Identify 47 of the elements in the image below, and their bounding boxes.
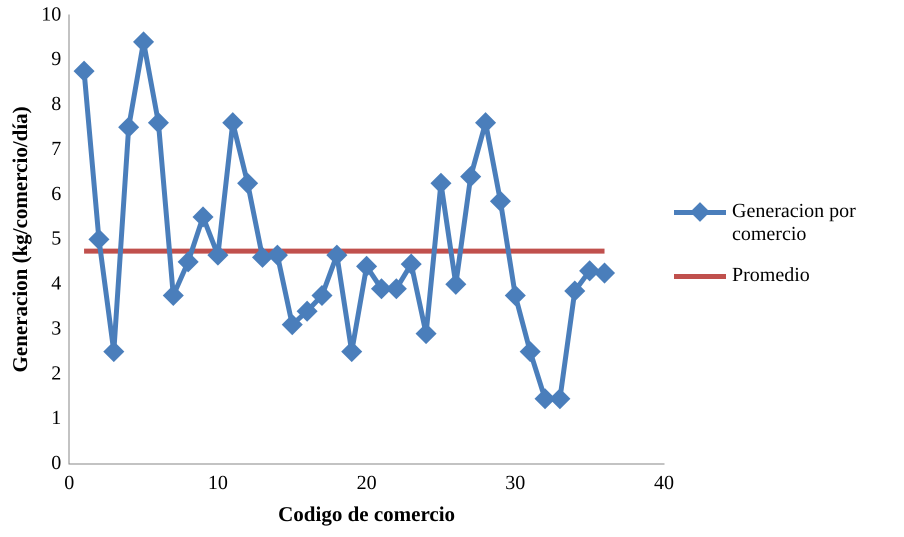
point xyxy=(461,167,480,186)
point xyxy=(402,254,421,274)
point xyxy=(178,252,198,272)
x-tick-label: 10 xyxy=(208,472,228,494)
point xyxy=(119,118,138,137)
point xyxy=(565,282,584,301)
y-axis-title: Generacion (kg/comercio/día) xyxy=(8,106,32,372)
y-tick-label: 7 xyxy=(51,138,62,160)
point xyxy=(580,261,600,280)
point xyxy=(312,286,332,305)
point xyxy=(520,342,540,362)
point xyxy=(104,342,124,362)
legend-label: Generacion por comercio xyxy=(732,200,857,246)
x-tick-label: 40 xyxy=(654,472,674,494)
point xyxy=(253,248,272,267)
y-tick-label: 8 xyxy=(51,93,62,116)
y-tick-label: 1 xyxy=(51,407,62,430)
x-tick-label: 20 xyxy=(356,472,377,494)
y-tick-label: 3 xyxy=(51,317,62,340)
point xyxy=(268,246,287,265)
point xyxy=(164,286,183,305)
point xyxy=(238,174,258,193)
y-tick-label: 0 xyxy=(51,452,62,474)
point xyxy=(416,324,436,344)
point xyxy=(282,315,302,334)
y-tick-label: 6 xyxy=(51,182,62,205)
point xyxy=(490,192,510,211)
point xyxy=(386,279,406,298)
y-tick-label: 4 xyxy=(51,272,62,295)
point xyxy=(298,302,317,321)
point xyxy=(74,62,94,81)
y-tick-label: 2 xyxy=(51,362,62,384)
x-axis-title: Codigo de comercio xyxy=(278,502,456,526)
y-tick-label: 10 xyxy=(41,3,62,26)
point xyxy=(208,246,228,265)
x-tick-label: 30 xyxy=(505,472,526,494)
point xyxy=(506,286,525,305)
point xyxy=(357,256,376,276)
point xyxy=(148,113,168,132)
point xyxy=(89,230,108,249)
y-tick-label: 5 xyxy=(51,228,62,250)
legend-label: Promedio xyxy=(732,264,810,287)
y-tick-label: 9 xyxy=(51,48,62,70)
point xyxy=(372,279,391,298)
point xyxy=(431,174,450,193)
point xyxy=(194,207,213,226)
point xyxy=(595,264,614,283)
